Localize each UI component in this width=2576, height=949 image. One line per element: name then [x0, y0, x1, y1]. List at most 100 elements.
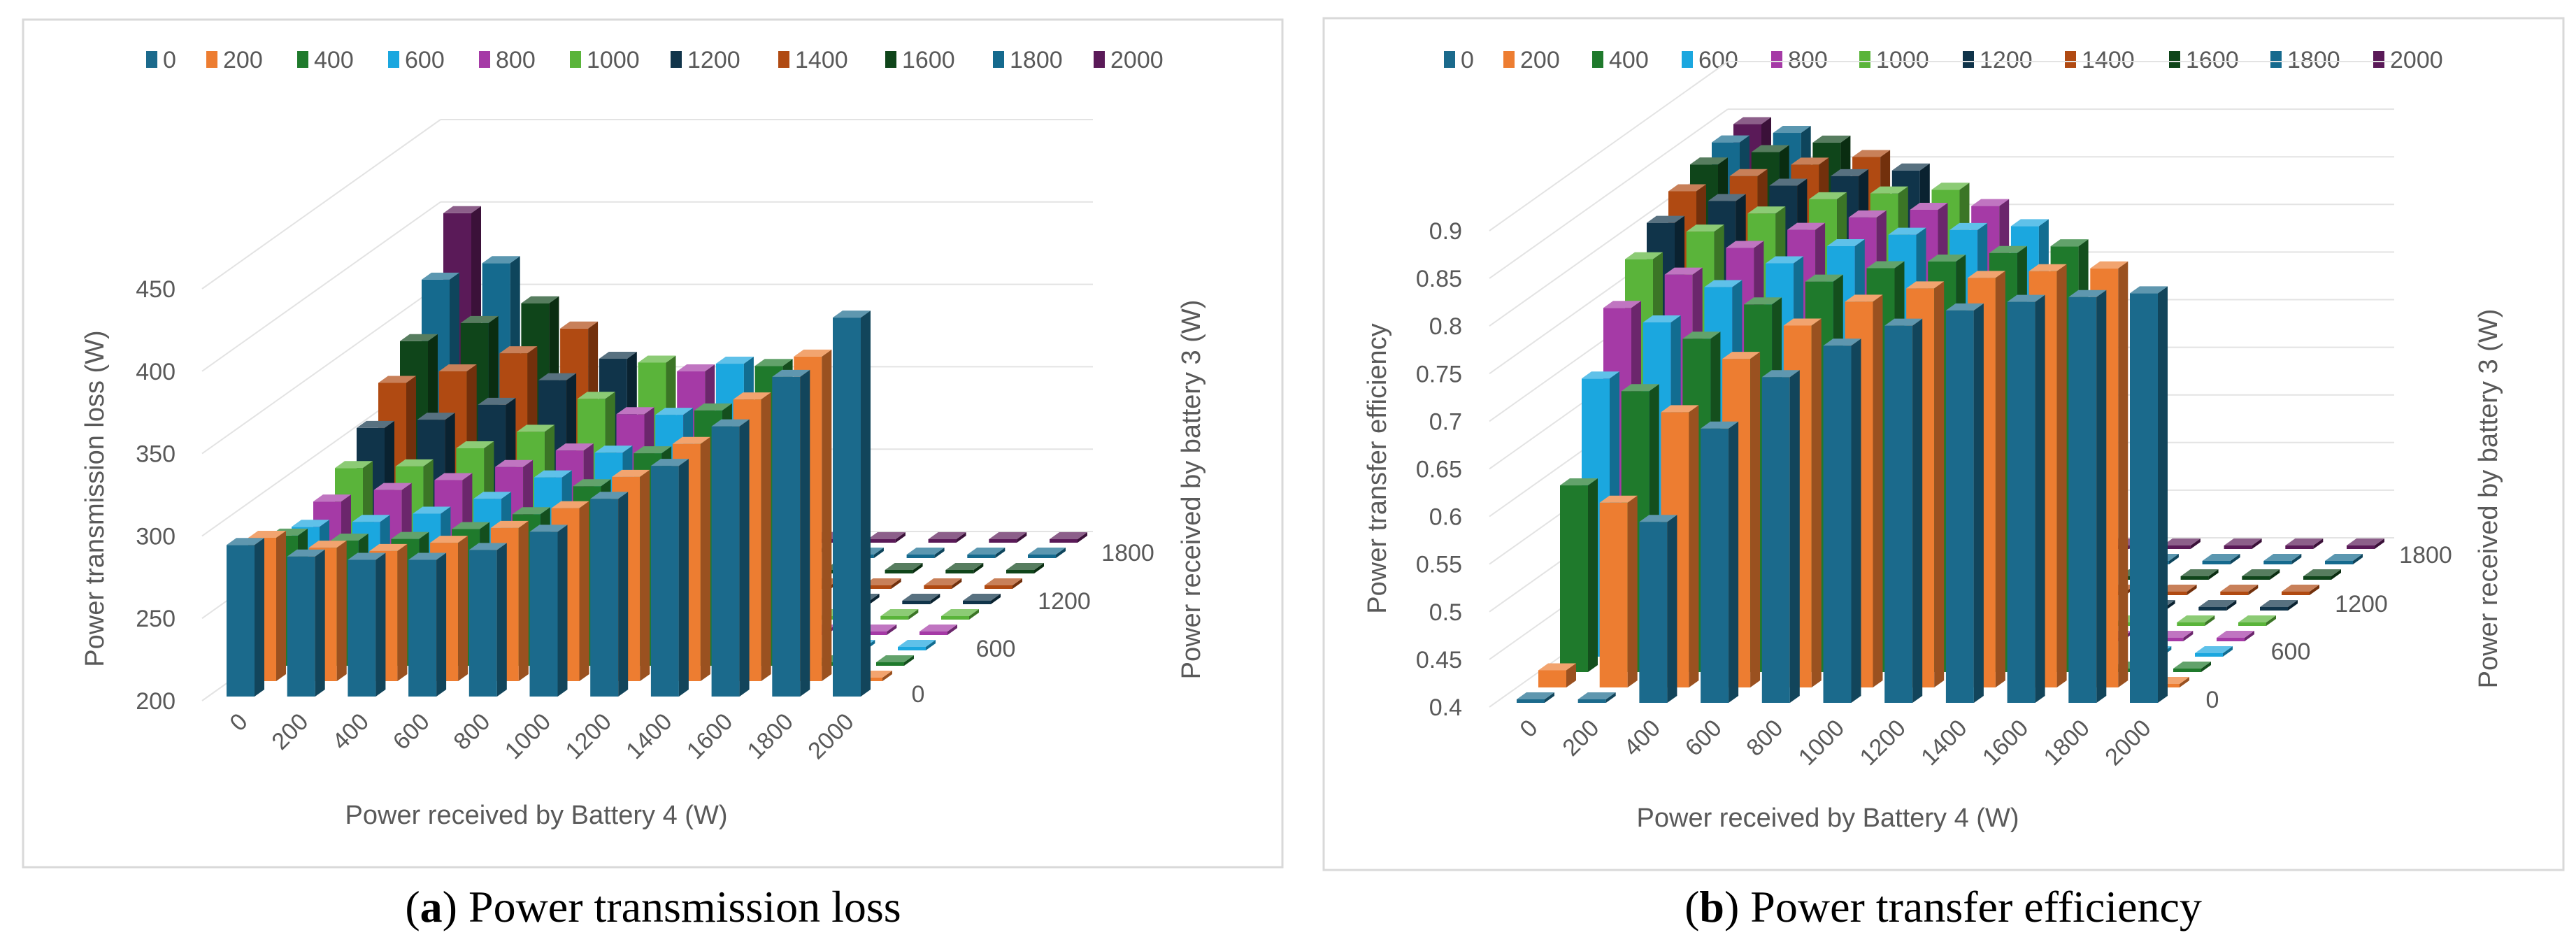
bar-front-face [2303, 576, 2331, 580]
bar-side-face [904, 655, 914, 666]
bar-0-1000 [1823, 338, 1861, 703]
bar-front-face [2220, 592, 2249, 595]
bar-top-face [1910, 203, 1948, 211]
bar-top-face [2325, 554, 2363, 561]
bar-side-face [1078, 532, 1087, 543]
bar-1400-1800 [2220, 585, 2259, 595]
bar-side-face [995, 548, 1006, 558]
bar-side-face [640, 469, 650, 681]
bar-front-face [859, 632, 887, 635]
bar-0-200 [1577, 692, 1616, 703]
bar-1200-2000 [2260, 600, 2298, 611]
bar-1400-1600 [863, 578, 901, 589]
y-tick-label: 0.6 [1429, 504, 1462, 531]
bar-front-face [2115, 622, 2144, 626]
bar-side-face [2205, 615, 2215, 626]
bar-top-face [1560, 478, 1598, 486]
bar-top-face [1639, 515, 1677, 522]
bar-2000-2000 [2347, 538, 2384, 549]
bar-top-face [1888, 227, 1926, 235]
legend-swatch-800 [1771, 51, 1782, 68]
bar-front-face [906, 555, 935, 558]
depth-tick-label: 1800 [2399, 542, 2452, 569]
y-tick-label: 400 [136, 359, 176, 385]
bar-1600-2000 [2303, 569, 2341, 580]
bar-top-face [2260, 600, 2298, 607]
bar-top-face [1733, 117, 1771, 124]
bar-side-face [2245, 631, 2254, 641]
bar-0-200 [287, 549, 325, 697]
bar-front-face [2159, 592, 2187, 595]
bar-side-face [1789, 370, 1800, 703]
bar-top-face [1989, 245, 2027, 253]
legend-swatch-400 [1592, 51, 1603, 68]
legend-label-800: 800 [1788, 47, 1828, 73]
legend-label-1400: 1400 [795, 47, 848, 73]
bar-top-face [1831, 169, 1869, 176]
wall-gridline [201, 283, 441, 455]
bar-top-face [1751, 145, 1789, 152]
legend-label-1400: 1400 [2082, 47, 2135, 73]
bar-front-face [529, 531, 558, 697]
bar-top-face [352, 515, 390, 522]
caption-text: Power transfer efficiency [1750, 882, 2202, 932]
bar-top-face [985, 578, 1022, 585]
bar-front-face [945, 570, 974, 573]
bar-1000-1800 [880, 609, 919, 620]
bar-top-face [357, 420, 394, 428]
bar-side-face [873, 548, 884, 558]
bar-front-face [928, 539, 957, 543]
bar-0-1600 [711, 419, 750, 697]
bar-front-face [2238, 622, 2266, 626]
depth-tick-label: 1200 [1038, 588, 1091, 615]
bar-front-face [2285, 545, 2314, 549]
bar-800-2000 [920, 625, 957, 635]
bar-side-face [2035, 294, 2045, 703]
bar-front-face [2263, 561, 2292, 564]
bar-0-1000 [529, 525, 568, 697]
bar-side-face [1588, 478, 1598, 672]
bar-600-2000 [2195, 646, 2233, 657]
bar-side-face [1605, 692, 1616, 703]
x-axis-title: Power received by Battery 4 (W) [1637, 804, 2019, 833]
y-tick-label: 450 [136, 276, 176, 303]
bar-front-face [2177, 622, 2205, 626]
bar-front-face [650, 466, 679, 697]
bar-top-face [898, 640, 936, 647]
bar-side-face [436, 552, 447, 697]
bar-side-face [947, 625, 957, 635]
bar-1800-2000 [2325, 554, 2363, 564]
bar-top-face [292, 520, 329, 527]
bar-top-face [1870, 186, 1908, 194]
bar-front-face [468, 550, 497, 697]
bar-side-face [1851, 338, 1861, 703]
bar-front-face [1517, 699, 1545, 703]
bar-front-face [590, 499, 619, 697]
bar-side-face [336, 541, 347, 681]
bar-side-face [1017, 532, 1027, 543]
bar-top-face [577, 392, 615, 399]
y-axis-title: Power transfer efficiency [1363, 323, 1392, 613]
bar-front-face [2198, 607, 2227, 611]
bar-top-face [478, 397, 516, 405]
bar-top-face [1028, 548, 1066, 555]
bar-front-face [1701, 428, 1729, 703]
bar-top-face [616, 407, 654, 415]
legend-label-1800: 1800 [1010, 47, 1063, 73]
bar-0-1200 [590, 492, 629, 697]
bar-side-face [496, 543, 507, 697]
bar-1200-2000 [963, 594, 1001, 604]
bar-top-face [495, 459, 534, 467]
bar-side-face [2208, 569, 2219, 580]
bar-top-face [1848, 210, 1887, 217]
bar-1600-1800 [945, 563, 984, 573]
bar-front-face [2260, 607, 2288, 611]
bar-side-face [1667, 515, 1677, 703]
wall-gridline [201, 119, 441, 290]
bar-top-face [655, 408, 694, 415]
bar-side-face [895, 532, 906, 543]
y-tick-label: 300 [136, 523, 176, 550]
bar-side-face [934, 548, 945, 558]
bar-top-face [452, 522, 490, 529]
